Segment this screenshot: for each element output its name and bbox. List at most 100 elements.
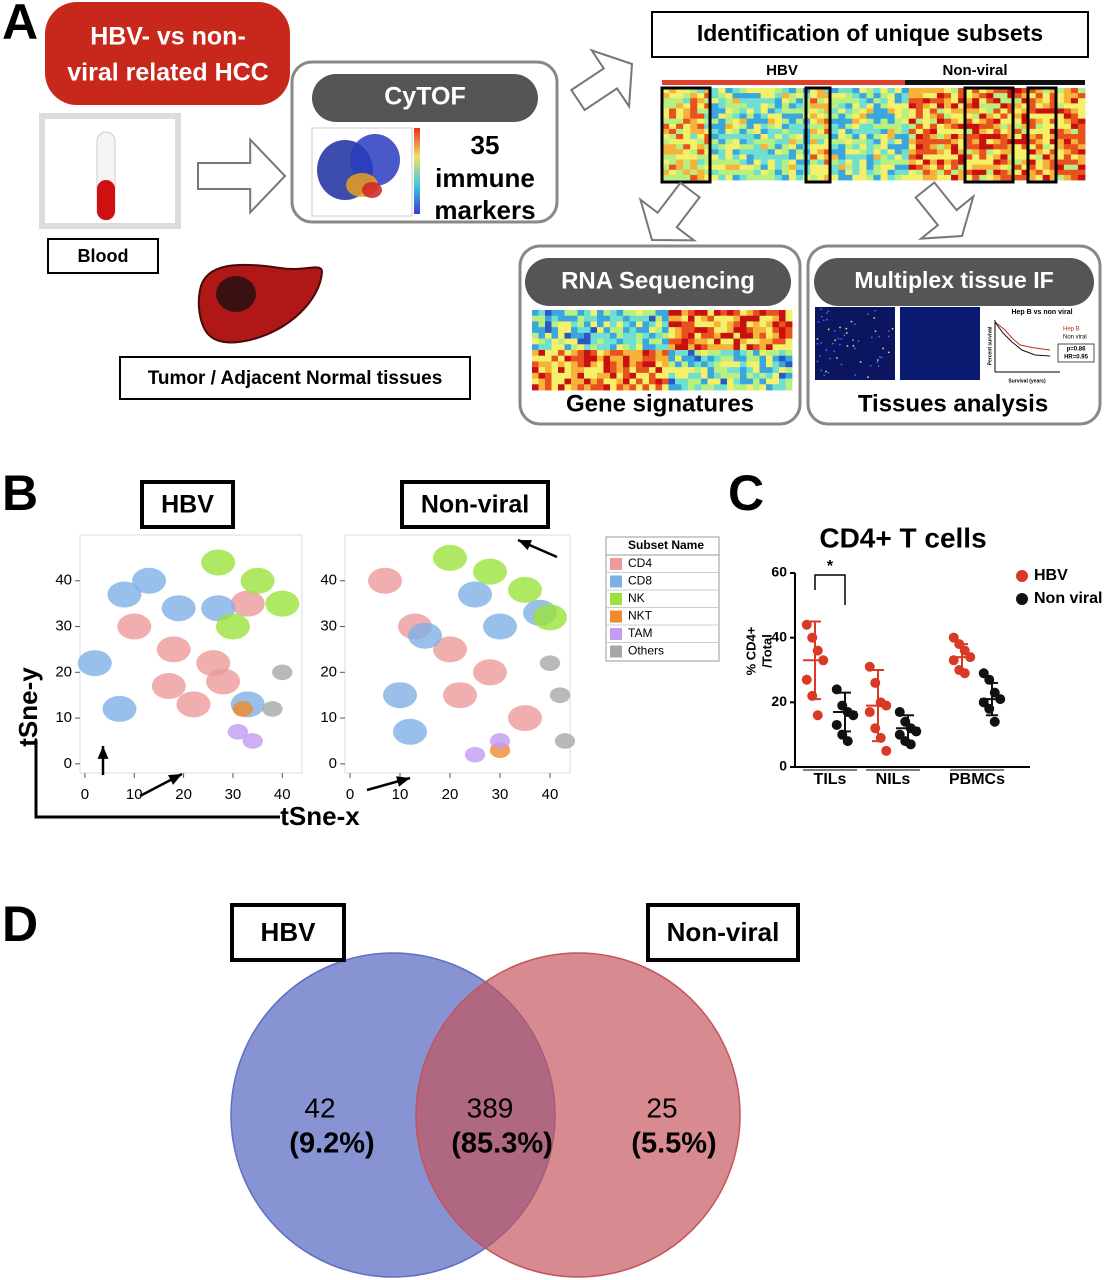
heatmap-cell xyxy=(929,108,938,114)
heatmap-cell xyxy=(908,164,917,171)
heatmap-cell xyxy=(915,93,924,99)
heatmap-cell xyxy=(538,367,546,374)
heatmap-cell xyxy=(740,315,747,322)
heatmap-cell xyxy=(965,113,973,120)
heatmap-cell xyxy=(1077,88,1086,94)
heatmap-cell xyxy=(688,355,695,362)
significance: * xyxy=(827,558,834,575)
heatmap-cell xyxy=(727,310,734,317)
heatmap-cell xyxy=(894,164,903,171)
heatmap-cell xyxy=(1063,134,1072,140)
heatmap xyxy=(662,88,1086,181)
heatmap-cell xyxy=(887,118,896,125)
heatmap-cell xyxy=(668,310,676,317)
heatmap-cell xyxy=(683,123,691,130)
heatmap-cell xyxy=(766,367,773,374)
heatmap-cell xyxy=(908,93,917,99)
heatmap-cell xyxy=(753,169,762,176)
heatmap-cell xyxy=(571,321,578,328)
cluster xyxy=(473,558,507,585)
heatmap-cell xyxy=(676,149,684,155)
heatmap-cell xyxy=(785,350,793,357)
heatmap-cell xyxy=(965,123,973,130)
heatmap-cell xyxy=(571,361,578,368)
heatmap-cell xyxy=(714,332,721,339)
if-speck xyxy=(851,339,854,342)
legend-swatch xyxy=(610,610,622,623)
heatmap-cell xyxy=(795,134,804,140)
heatmap-cell xyxy=(690,174,698,181)
heatmap-cell xyxy=(852,159,860,166)
cluster xyxy=(433,544,467,571)
heatmap-cell xyxy=(767,123,776,130)
heatmap-cell xyxy=(972,144,980,150)
heatmap-cell xyxy=(642,372,650,379)
heatmap-cell xyxy=(603,361,611,368)
heatmap-cell xyxy=(1049,169,1058,176)
heatmap-cell xyxy=(929,93,938,99)
heatmap-cell xyxy=(725,149,733,155)
heatmap-cell xyxy=(545,332,552,339)
heatmap-cell xyxy=(859,174,867,181)
heatmap-cell xyxy=(965,174,973,181)
heatmap-cell xyxy=(880,108,888,114)
heatmap-cell xyxy=(746,361,754,368)
heatmap-cell xyxy=(824,144,832,150)
if-speck xyxy=(870,336,873,339)
heatmap-cell xyxy=(655,338,663,345)
heatmap-cell xyxy=(732,174,740,181)
heatmap-cell xyxy=(1028,164,1037,171)
heatmap-cell xyxy=(774,103,783,109)
heatmap-cell xyxy=(636,350,643,357)
heatmap-cell xyxy=(824,88,832,94)
heatmap-cell xyxy=(766,372,773,379)
heatmap-cell xyxy=(1000,169,1008,176)
heatmap-cell xyxy=(551,310,559,317)
heatmap-cell xyxy=(936,128,945,135)
heatmap-cell xyxy=(1049,113,1058,120)
y-tick-label: 0 xyxy=(779,758,787,774)
heatmap-cell xyxy=(845,144,853,150)
heatmap-cell xyxy=(1028,98,1037,104)
heatmap-cell xyxy=(810,159,818,166)
heatmap-cell xyxy=(824,123,832,130)
heatmap-cell xyxy=(683,103,691,109)
heatmap-cell xyxy=(1049,108,1058,114)
heatmap-cell xyxy=(785,372,793,379)
heatmap-cell xyxy=(1000,174,1008,181)
tube-blood xyxy=(97,180,115,220)
heatmap-cell xyxy=(887,144,896,150)
heatmap-cell xyxy=(986,134,994,140)
heatmap-cell xyxy=(824,113,832,120)
heatmap-cell xyxy=(759,315,767,322)
heatmap-cell xyxy=(901,154,910,160)
legend-dot xyxy=(1016,593,1028,605)
heatmap-cell xyxy=(697,159,705,166)
heatmap-cell xyxy=(718,169,726,176)
heatmap-cell xyxy=(1014,93,1022,99)
heatmap-cell xyxy=(993,88,1001,94)
heatmap-cell xyxy=(683,169,691,176)
heatmap-cell xyxy=(681,378,689,385)
heatmap-cell xyxy=(1021,93,1029,99)
heatmap-cell xyxy=(636,367,643,374)
heatmap-cell xyxy=(1056,159,1065,166)
heatmap-cell xyxy=(766,355,773,362)
cluster xyxy=(533,604,567,631)
heatmap-cell xyxy=(577,332,585,339)
heatmap-cell xyxy=(838,108,846,114)
heatmap-cell xyxy=(936,154,945,160)
heatmap-cell xyxy=(958,139,966,145)
heatmap-cell xyxy=(694,355,702,362)
tissues-box xyxy=(119,356,471,400)
heatmap-cell xyxy=(838,169,846,176)
heatmap-cell xyxy=(662,113,670,120)
heatmap-cell xyxy=(873,88,881,94)
x-tick-label: 0 xyxy=(346,786,354,803)
heatmap-cell xyxy=(859,128,867,135)
heatmap-cell xyxy=(662,144,670,150)
heatmap-cell xyxy=(701,315,708,322)
heatmap-cell xyxy=(610,321,617,328)
if-speck xyxy=(820,369,823,372)
heatmap-cell xyxy=(779,332,786,339)
